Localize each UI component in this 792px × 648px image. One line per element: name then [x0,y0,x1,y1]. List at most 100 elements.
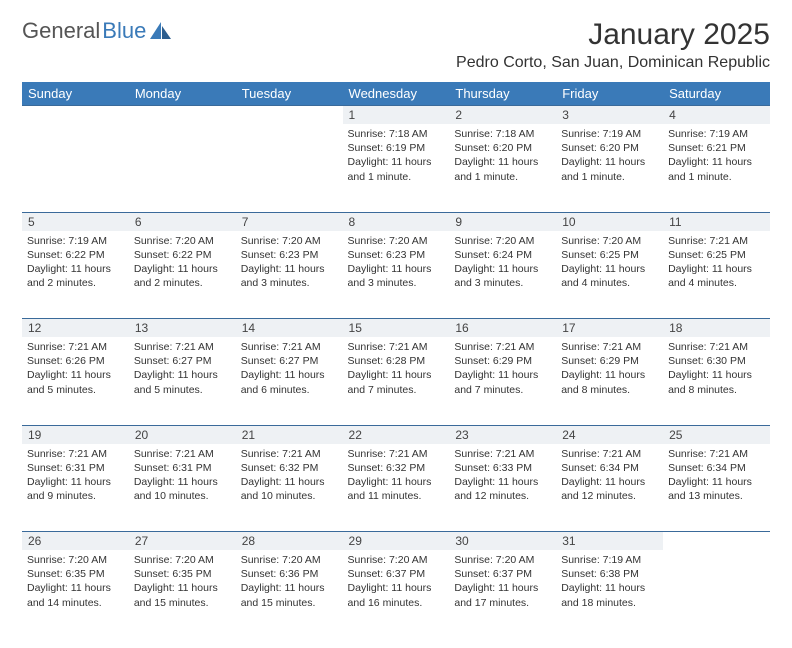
day-number: 16 [449,319,556,338]
day2-text: and 12 minutes. [561,489,658,503]
day-cell: Sunrise: 7:21 AMSunset: 6:34 PMDaylight:… [663,444,770,532]
day-cell: Sunrise: 7:21 AMSunset: 6:27 PMDaylight:… [236,337,343,425]
day-cell: Sunrise: 7:21 AMSunset: 6:32 PMDaylight:… [343,444,450,532]
day-cell: Sunrise: 7:20 AMSunset: 6:37 PMDaylight:… [449,550,556,638]
day-cell: Sunrise: 7:21 AMSunset: 6:33 PMDaylight:… [449,444,556,532]
day-cell: Sunrise: 7:20 AMSunset: 6:25 PMDaylight:… [556,231,663,319]
brand-part1: General [22,18,100,44]
day1-text: Daylight: 11 hours [454,475,551,489]
day1-text: Daylight: 11 hours [348,581,445,595]
sunset-text: Sunset: 6:22 PM [134,248,231,262]
detail-row: Sunrise: 7:20 AM Sunset: 6:35 PM Daylight:… [22,550,770,638]
detail-row: Sunrise: 7:21 AMSunset: 6:31 PMDaylight:… [22,444,770,532]
sunset-text: Sunset: 6:27 PM [134,354,231,368]
sunset-text: Sunset: 6:21 PM [668,141,765,155]
brand-logo: GeneralBlue [22,18,172,44]
sunrise-text: Sunrise: 7:20 AM [134,234,231,248]
day2-text: and 3 minutes. [454,276,551,290]
sunset-text: Sunset: 6:35 PM [27,567,124,581]
sunset-text: Sunset: 6:19 PM [348,141,445,155]
day1-text: Daylight: 11 hours [27,368,124,382]
day-number: 17 [556,319,663,338]
day-cell: Sunrise: 7:21 AMSunset: 6:25 PMDaylight:… [663,231,770,319]
weekday-header: Wednesday [343,82,450,106]
calendar-table: Sunday Monday Tuesday Wednesday Thursday… [22,82,770,638]
day-number: 5 [22,212,129,231]
sunrise-text: Sunrise: 7:21 AM [561,340,658,354]
sunrise-text: Sunrise: 7:21 AM [668,447,765,461]
sunrise-text: Sunrise: 7:21 AM [134,447,231,461]
sunset-text: Sunset: 6:34 PM [668,461,765,475]
day2-text: and 18 minutes. [561,596,658,610]
sunrise-text: Sunrise: 7:20 AM [241,234,338,248]
sunrise-text: Sunrise: 7:18 AM [348,127,445,141]
day-cell: Sunrise: 7:21 AMSunset: 6:28 PMDaylight:… [343,337,450,425]
day-cell: Sunrise: 7:20 AMSunset: 6:23 PMDaylight:… [236,231,343,319]
day1-text: Daylight: 11 hours [668,368,765,382]
sunset-text: Sunset: 6:32 PM [241,461,338,475]
day-number [22,106,129,125]
day1-text: Daylight: 11 hours [454,581,551,595]
sunset-text: Sunset: 6:30 PM [668,354,765,368]
sunrise-text: Sunrise: 7:20 AM [454,553,551,567]
day2-text: and 17 minutes. [454,596,551,610]
sunset-text: Sunset: 6:29 PM [561,354,658,368]
weekday-header: Friday [556,82,663,106]
day-cell: Sunrise: 7:20 AMSunset: 6:35 PMDaylight:… [129,550,236,638]
sunset-text: Sunset: 6:24 PM [454,248,551,262]
day2-text: and 12 minutes. [454,489,551,503]
day-cell: Sunrise: 7:21 AMSunset: 6:30 PMDaylight:… [663,337,770,425]
month-title: January 2025 [456,18,770,52]
sunrise-text: Sunrise: 7:21 AM [454,340,551,354]
day-cell: Sunrise: 7:19 AMSunset: 6:21 PMDaylight:… [663,124,770,212]
weekday-header: Tuesday [236,82,343,106]
sunset-text: Sunset: 6:20 PM [454,141,551,155]
day2-text: and 15 minutes. [241,596,338,610]
day-number [663,532,770,551]
daynum-row: 262728293031 [22,532,770,551]
detail-row: Sunrise: 7:21 AMSunset: 6:26 PMDaylight:… [22,337,770,425]
day-number: 10 [556,212,663,231]
day2-text: and 5 minutes. [134,383,231,397]
sunset-text: Sunset: 6:38 PM [561,567,658,581]
day2-text: and 13 minutes. [668,489,765,503]
brand-sail-icon [150,22,172,40]
day-cell [663,550,770,638]
day-cell: Sunrise: 7:21 AMSunset: 6:29 PMDaylight:… [449,337,556,425]
day-cell: Sunrise: 7:20 AMSunset: 6:22 PMDaylight:… [129,231,236,319]
day-cell: Sunrise: 7:18 AMSunset: 6:20 PMDaylight:… [449,124,556,212]
day-number: 12 [22,319,129,338]
day1-text: Daylight: 11 hours [134,475,231,489]
day1-text: Daylight: 11 hours [561,262,658,276]
day-number: 14 [236,319,343,338]
day1-text: Daylight: 11 hours [454,155,551,169]
day-cell: Sunrise: 7:19 AMSunset: 6:38 PMDaylight:… [556,550,663,638]
day-number: 1 [343,106,450,125]
day-number: 30 [449,532,556,551]
day2-text: and 1 minute. [668,170,765,184]
day2-text: and 7 minutes. [454,383,551,397]
day2-text: and 8 minutes. [668,383,765,397]
day1-text: Daylight: 11 hours [348,262,445,276]
day1-text: Daylight: 11 hours [561,368,658,382]
day-number: 18 [663,319,770,338]
day-cell: Sunrise: 7:21 AMSunset: 6:26 PMDaylight:… [22,337,129,425]
day1-text: Daylight: 11 hours [348,155,445,169]
day-number: 9 [449,212,556,231]
day1-text: Daylight: 11 hours [134,262,231,276]
day2-text: and 15 minutes. [134,596,231,610]
sunset-text: Sunset: 6:31 PM [134,461,231,475]
sunrise-text: Sunrise: 7:21 AM [454,447,551,461]
day1-text: Daylight: 11 hours [668,475,765,489]
sunrise-text: Sunrise: 7:20 AM [348,553,445,567]
day2-text: and 14 minutes. [27,596,124,610]
weekday-header: Thursday [449,82,556,106]
day-cell: Sunrise: 7:19 AMSunset: 6:20 PMDaylight:… [556,124,663,212]
sunrise-text: Sunrise: 7:20 AM [454,234,551,248]
day2-text: and 10 minutes. [134,489,231,503]
day1-text: Daylight: 11 hours [454,262,551,276]
day2-text: and 1 minute. [561,170,658,184]
day1-text: Daylight: 11 hours [348,475,445,489]
day1-text: Daylight: 11 hours [241,262,338,276]
detail-row: Sunrise: 7:18 AMSunset: 6:19 PMDaylight:… [22,124,770,212]
